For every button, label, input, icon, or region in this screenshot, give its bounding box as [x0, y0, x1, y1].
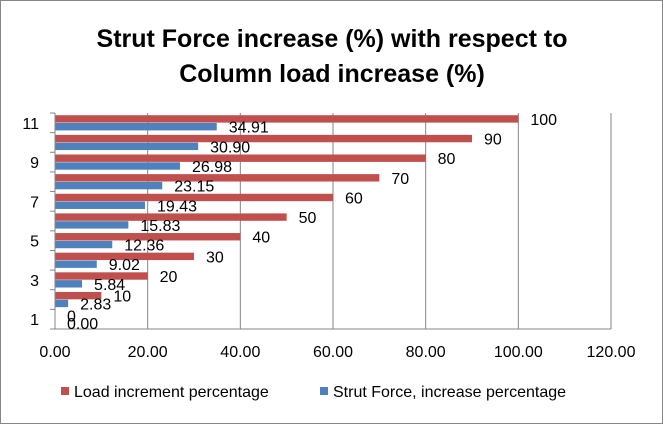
bar-load-increment [55, 272, 148, 280]
chart-title-line-2: Column load increase (%) [179, 60, 485, 88]
bar-strut-force [55, 162, 181, 170]
x-tick-label: 100.00 [494, 344, 543, 361]
bar-strut-force [55, 123, 217, 131]
bar-strut-force [55, 299, 69, 308]
bars [55, 115, 519, 308]
x-tick-label: 80.00 [406, 344, 446, 361]
y-tick-label: 5 [30, 234, 39, 251]
legend-item-load: Load increment percentage [61, 384, 269, 401]
bar-load-increment [55, 233, 241, 241]
bar-load-increment [55, 134, 472, 143]
legend-label: Strut Force, increase percentage [333, 384, 566, 401]
data-labels: 00.00 102.83 20 5.84 30 9.02 40 12.36 50 15.83 60 1… [67, 112, 557, 333]
data-label-load: 60 [345, 190, 363, 207]
y-tick-label: 9 [30, 155, 39, 172]
x-tick-label: 120.00 [587, 344, 636, 361]
data-label-strut: 9.02 [109, 257, 140, 274]
data-label-load: 40 [252, 230, 270, 247]
y-tick-label: 1 [30, 312, 39, 329]
bar-load-increment [55, 154, 426, 162]
bar-load-increment [55, 115, 519, 123]
legend-label: Load increment percentage [74, 384, 269, 401]
data-label-load: 70 [391, 171, 409, 188]
data-label-load: 90 [484, 132, 502, 149]
data-label-strut: 34.91 [229, 120, 269, 137]
x-tick-label: 40.00 [220, 344, 260, 361]
bar-strut-force [55, 181, 163, 190]
x-tick-label: 20.00 [128, 344, 168, 361]
data-label-strut: 15.83 [140, 218, 180, 235]
data-label-load: 10 [113, 289, 131, 306]
axes: 0.00 20.00 40.00 60.00 80.00 100.00 120.001357… [22, 112, 636, 361]
data-label-strut: 12.36 [124, 238, 164, 255]
bar-load-increment [55, 252, 194, 261]
bar-strut-force [55, 221, 129, 229]
data-label-strut: 0.00 [67, 316, 98, 333]
bar-strut-force [55, 240, 113, 249]
data-label-load: 0 [67, 308, 76, 325]
bar-load-increment [55, 291, 102, 300]
chart-title: Strut Force increase (%) with respect to… [97, 25, 568, 88]
x-tick-label: 0.00 [39, 344, 70, 361]
legend: Load increment percentage Strut Force, in… [61, 384, 566, 401]
data-label-strut: 23.15 [174, 179, 214, 196]
y-tick-label: 11 [22, 116, 39, 133]
y-tick-label: 3 [30, 273, 39, 290]
data-label-strut: 30.90 [210, 139, 250, 156]
data-label-load: 100 [530, 112, 557, 129]
y-tick-label: 7 [30, 194, 39, 211]
bar-load-increment [55, 213, 287, 221]
data-label-load: 80 [438, 151, 456, 168]
data-label-load: 30 [206, 249, 224, 266]
legend-item-strut: Strut Force, increase percentage [320, 384, 566, 401]
data-label-load: 20 [160, 269, 178, 286]
legend-swatch [61, 387, 69, 395]
data-label-load: 50 [299, 210, 317, 227]
chart-title-line-1: Strut Force increase (%) with respect to [97, 25, 568, 53]
bar-load-increment [55, 174, 380, 182]
data-label-strut: 2.83 [80, 296, 111, 313]
bar-strut-force [55, 142, 199, 151]
data-label-strut: 26.98 [192, 159, 232, 176]
data-label-strut: 19.43 [157, 198, 197, 215]
x-tick-label: 60.00 [313, 344, 353, 361]
gridlines [147, 113, 612, 329]
bar-strut-force [55, 280, 83, 288]
bar-strut-force [55, 260, 97, 268]
legend-swatch [320, 387, 328, 395]
data-label-strut: 5.84 [94, 277, 125, 294]
bar-strut-force [55, 201, 146, 209]
bar-load-increment [55, 193, 333, 202]
